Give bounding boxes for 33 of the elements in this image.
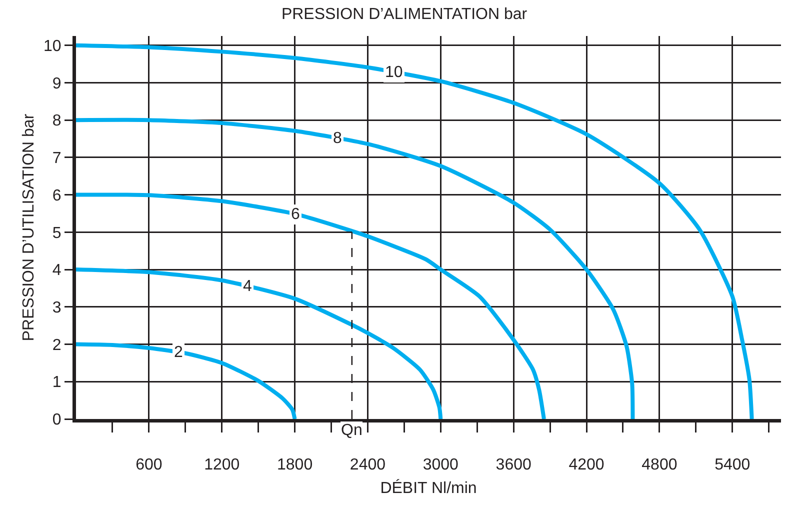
x-tick-label: 1200 <box>204 456 240 474</box>
series-label: 4 <box>243 278 252 295</box>
x-tick-label: 3600 <box>496 456 532 474</box>
x-tick-label: 4800 <box>642 456 678 474</box>
y-tick-label: 3 <box>52 300 62 316</box>
y-tick-label: 10 <box>44 38 62 55</box>
line-series <box>76 43 754 419</box>
x-tick-label: 4200 <box>568 456 604 474</box>
y-tick-label: 6 <box>52 187 62 204</box>
x-tick-label: 600 <box>136 456 162 474</box>
series-label: 8 <box>333 130 342 147</box>
line-series <box>76 118 635 419</box>
y-tick-label: 4 <box>52 262 62 280</box>
line-series <box>76 268 443 419</box>
x-axis-title: DÉBIT Nl/min <box>380 479 477 498</box>
y-tick-label: 0 <box>52 412 62 429</box>
x-tick-label: 5400 <box>714 456 750 474</box>
y-tick-label: 9 <box>52 75 62 92</box>
x-tick-label: 3000 <box>422 456 459 474</box>
x-tick-label: 1800 <box>276 456 313 474</box>
line-series <box>76 342 297 419</box>
y-tick-label: 8 <box>52 112 62 130</box>
y-tick-label: 7 <box>52 150 62 168</box>
y-tick-label: 2 <box>52 336 62 354</box>
y-tick-label: 5 <box>52 224 62 242</box>
x-tick-label: 2400 <box>350 456 386 474</box>
line-series <box>76 192 546 419</box>
series-label: 2 <box>174 344 183 361</box>
y-axis-title: PRESSION D’UTILISATION bar <box>20 113 38 342</box>
ref-line-label: Qn <box>341 422 362 439</box>
series-label: 10 <box>385 64 403 81</box>
y-tick-label: 1 <box>52 374 62 392</box>
chart-title: PRESSION D’ALIMENTATION bar <box>281 6 528 23</box>
